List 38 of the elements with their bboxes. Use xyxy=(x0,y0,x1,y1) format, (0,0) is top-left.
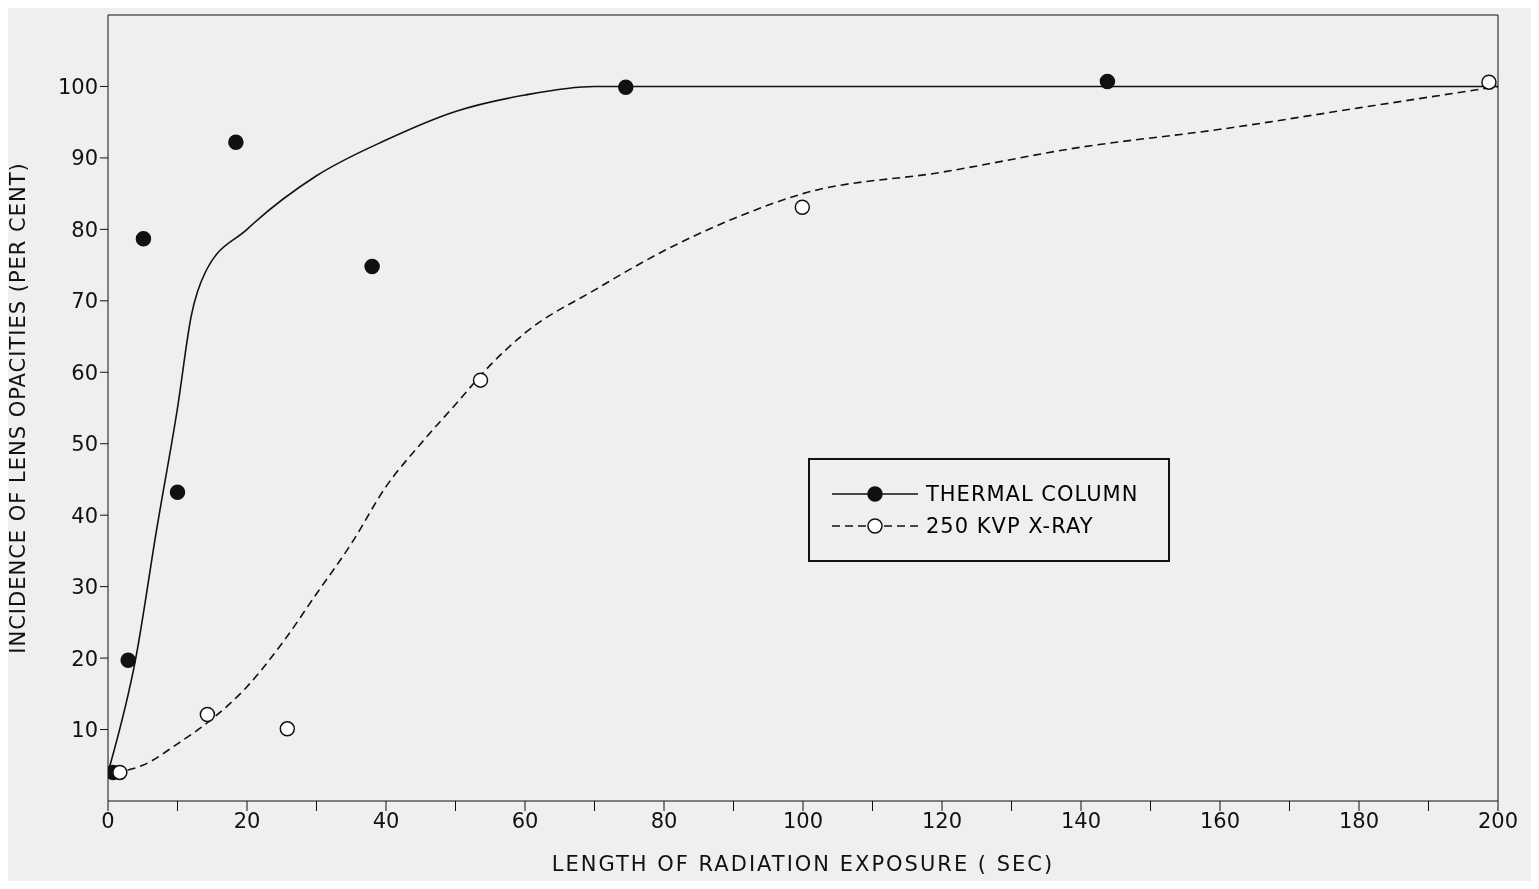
y-tick-label: 60 xyxy=(71,360,98,385)
y-tick-label: 20 xyxy=(71,646,98,671)
point xyxy=(169,484,186,501)
y-axis-title: INCIDENCE OF LENS OPACITIES (PER CENT) xyxy=(6,162,31,654)
point xyxy=(279,721,296,737)
x-tick-label: 60 xyxy=(511,808,539,833)
y-tick-label: 70 xyxy=(71,289,98,314)
x-tick-label: 100 xyxy=(782,808,824,833)
point xyxy=(112,764,128,781)
point xyxy=(618,79,634,95)
x-tick-label: 160 xyxy=(1199,808,1241,833)
x-tick-label: 120 xyxy=(921,808,963,833)
y-tick-label: 90 xyxy=(71,146,98,171)
x-axis-title: LENGTH OF RADIATION EXPOSURE ( SEC) xyxy=(551,852,1055,876)
point xyxy=(135,230,152,247)
legend-label: THERMAL COLUMN xyxy=(926,482,1139,506)
x-tick-label: 200 xyxy=(1477,808,1519,833)
point xyxy=(1099,73,1116,90)
y-tick-label: 50 xyxy=(71,432,98,457)
point xyxy=(472,372,489,388)
x-tick-label: 140 xyxy=(1060,808,1102,833)
point xyxy=(120,652,136,668)
x-tick-label: 20 xyxy=(233,808,261,833)
x-tick-label: 40 xyxy=(372,808,400,833)
point xyxy=(1481,74,1497,90)
point xyxy=(199,706,216,723)
x-tick-label: 0 xyxy=(101,808,115,833)
point xyxy=(228,134,244,150)
y-tick-label: 30 xyxy=(71,575,98,600)
point xyxy=(794,199,811,215)
x-tick-label: 80 xyxy=(650,808,678,833)
legend-label: 250 KVP X-RAY xyxy=(926,514,1094,538)
x-tick-label: 180 xyxy=(1338,808,1380,833)
y-tick-label: 40 xyxy=(71,503,98,528)
y-tick-label: 10 xyxy=(71,718,98,742)
y-tick-label: 80 xyxy=(71,217,98,242)
y-tick-label: 100 xyxy=(57,74,98,99)
point xyxy=(364,258,380,275)
